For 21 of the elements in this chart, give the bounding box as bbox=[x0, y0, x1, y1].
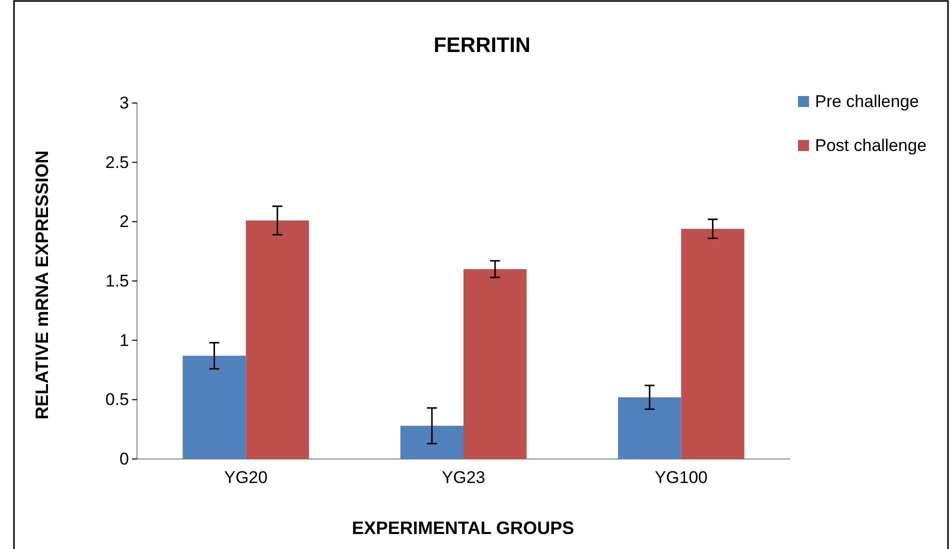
bar bbox=[464, 269, 527, 459]
x-axis-title: EXPERIMENTAL GROUPS bbox=[352, 518, 574, 538]
bar bbox=[681, 228, 744, 459]
chart-title: FERRITIN bbox=[434, 34, 530, 57]
legend-label: Pre challenge bbox=[815, 92, 919, 111]
y-tick-label: 0 bbox=[120, 449, 129, 468]
x-tick-label: YG20 bbox=[224, 468, 268, 488]
x-tick-label: YG23 bbox=[442, 468, 486, 488]
bar bbox=[246, 220, 309, 459]
y-tick-label: 1.5 bbox=[105, 271, 129, 290]
y-tick-label: 2 bbox=[120, 212, 129, 232]
bar bbox=[618, 397, 682, 459]
y-tick-label: 0.5 bbox=[105, 390, 129, 410]
bar bbox=[182, 356, 246, 459]
y-tick-label: 2.5 bbox=[105, 152, 129, 172]
legend-label: Post challenge bbox=[815, 136, 927, 155]
bar bbox=[400, 426, 464, 459]
y-tick-label: 1 bbox=[120, 330, 129, 350]
y-axis-title: RELATIVE mRNA EXPRESSION bbox=[32, 150, 52, 420]
y-tick-label: 3 bbox=[120, 93, 129, 112]
x-tick-label: YG100 bbox=[654, 468, 708, 488]
